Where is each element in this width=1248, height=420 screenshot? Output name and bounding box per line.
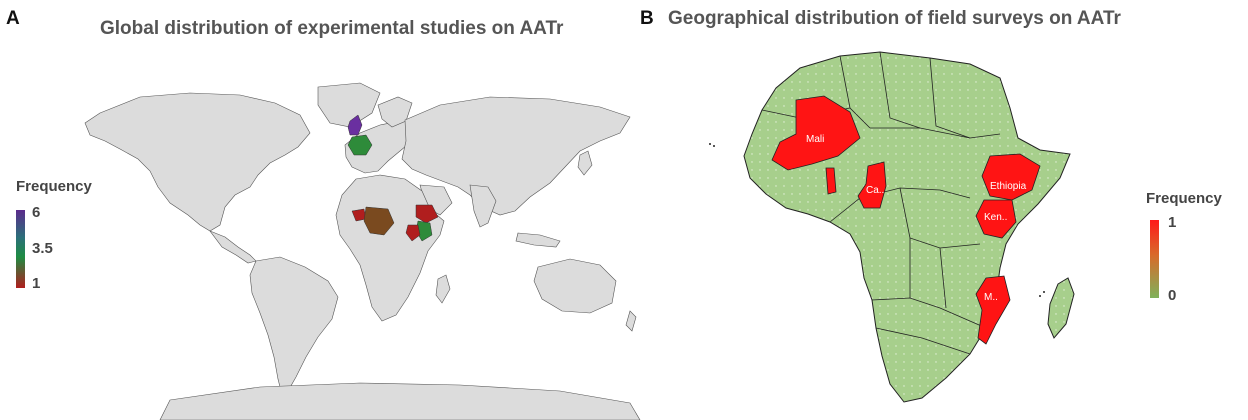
panel-b-letter: B — [640, 8, 654, 29]
legend-a-colorbar — [16, 210, 25, 288]
drc-region — [363, 206, 395, 236]
africa-map: Mali Ca.. Ethiopia Ken.. M.. — [709, 51, 1075, 403]
europe — [344, 119, 421, 174]
label-cameroon: Ca.. — [866, 185, 884, 196]
france-region — [347, 134, 373, 156]
new-zealand — [625, 310, 637, 332]
mali-region — [771, 95, 861, 171]
legend-a-tick-mid: 3.5 — [32, 240, 53, 257]
asia — [401, 96, 631, 216]
legend-a-title: Frequency — [16, 178, 92, 195]
label-mozambique: M.. — [984, 292, 998, 303]
label-ethiopia: Ethiopia — [990, 181, 1027, 192]
greenland — [317, 82, 381, 128]
kenya-region-b — [975, 199, 1017, 239]
label-mali: Mali — [806, 134, 824, 145]
japan — [577, 150, 593, 176]
tanzania-region — [405, 224, 421, 242]
label-kenya: Ken.. — [984, 212, 1007, 223]
mozambique-region — [975, 275, 1011, 345]
ghana-region — [825, 167, 837, 195]
world-map — [84, 82, 641, 420]
legend-a-tick-max: 6 — [32, 204, 41, 221]
ethiopia-region — [415, 204, 439, 224]
legend-b-colorbar — [1150, 220, 1159, 298]
legend-b-tick-min: 0 — [1168, 287, 1177, 304]
cameroon-region — [857, 161, 887, 209]
madagascar-outline — [1047, 277, 1075, 339]
south-america — [249, 256, 339, 396]
panel-a-title: Global distribution of experimental stud… — [100, 18, 564, 39]
legend-b-title: Frequency — [1146, 190, 1222, 207]
antarctica — [159, 382, 641, 420]
legend-b-tick-max: 1 — [1168, 214, 1177, 231]
central-america — [209, 230, 257, 264]
india — [469, 184, 497, 228]
africa-outline — [743, 51, 1071, 403]
australia — [533, 258, 617, 314]
legend-a-tick-min: 1 — [32, 275, 41, 292]
uk-region — [347, 114, 363, 136]
panel-a-letter: A — [6, 8, 20, 29]
madagascar — [435, 274, 451, 304]
panel-b-title: Geographical distribution of field surve… — [668, 8, 1121, 29]
ethiopia-region-b — [981, 153, 1041, 201]
north-america — [84, 92, 311, 232]
indonesia — [515, 232, 561, 248]
